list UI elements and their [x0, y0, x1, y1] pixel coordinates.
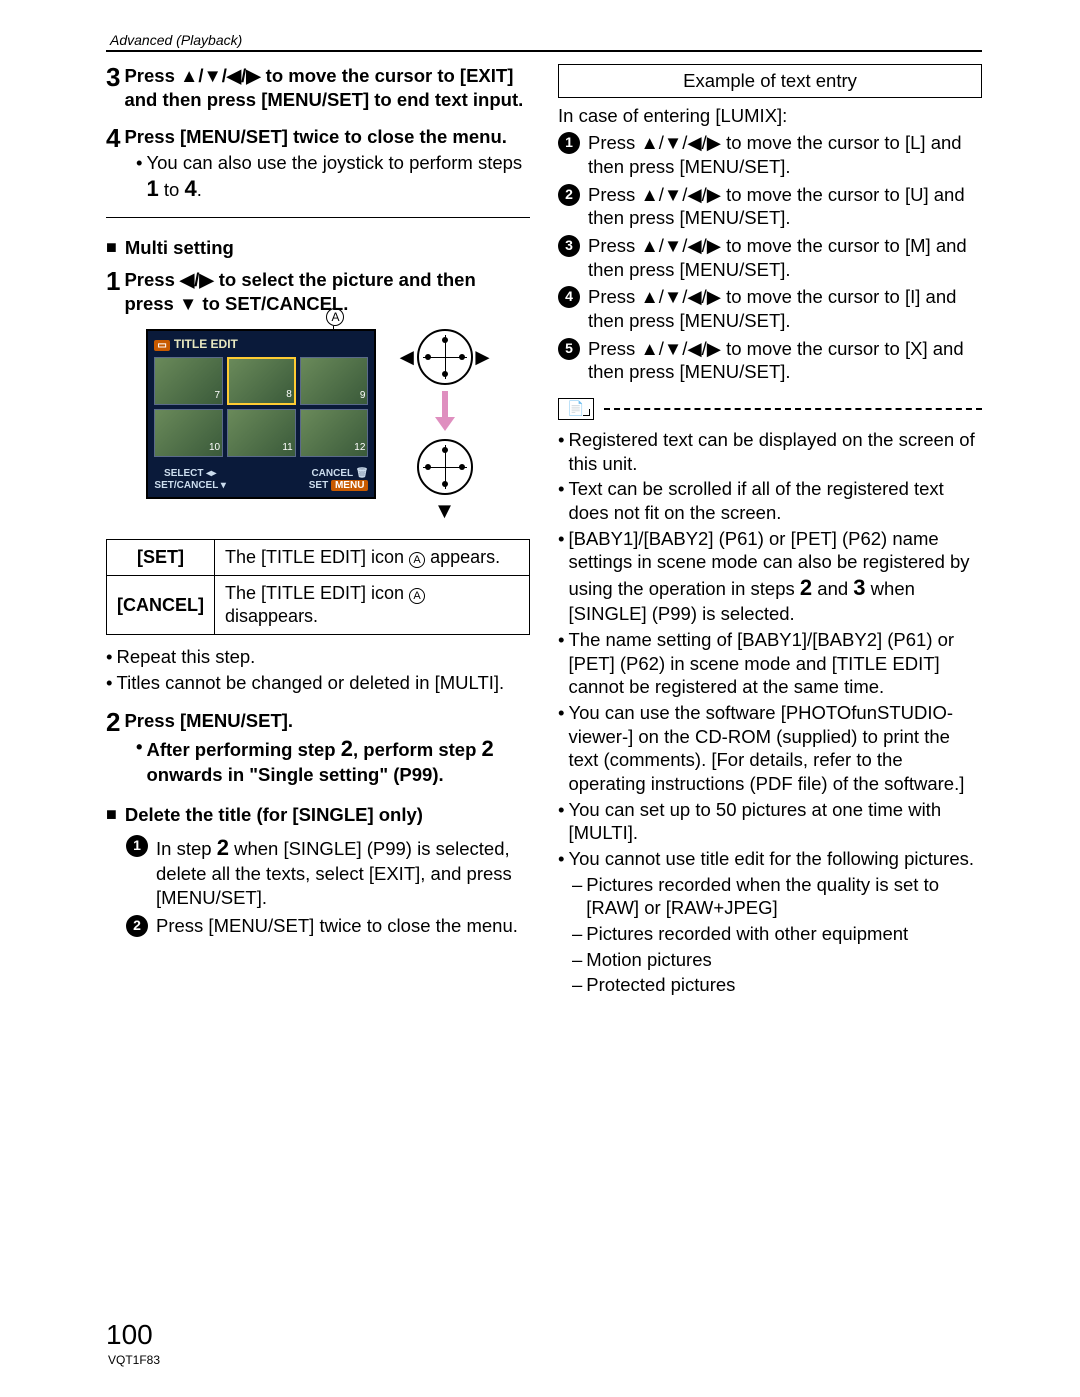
delete-title-head: ■Delete the title (for [SINGLE] only) [106, 803, 530, 827]
set-cancel-table: [SET] The [TITLE EDIT] icon A appears. [… [106, 539, 530, 635]
note-4: •The name setting of [BABY1]/[BABY2] (P6… [558, 628, 982, 699]
step-num-m2: 2 [106, 709, 120, 735]
lcd-screen: ▭TITLE EDIT 7 8 9 10 11 12 SELECT ◂▸SET/… [146, 329, 376, 499]
step-num-3: 3 [106, 64, 120, 90]
note-1: •Registered text can be displayed on the… [558, 428, 982, 475]
step-num-m1: 1 [106, 268, 120, 294]
step-num-4: 4 [106, 125, 120, 151]
divider-1 [106, 217, 530, 218]
note-7: •You cannot use title edit for the follo… [558, 847, 982, 871]
note-divider: 📄 [558, 398, 982, 420]
table-cancel-val: The [TITLE EDIT] icon A disappears. [215, 576, 530, 635]
step-3: 3 Press ▲/▼/◀/▶ to move the cursor to [E… [106, 64, 530, 111]
note-2: •Text can be scrolled if all of the regi… [558, 477, 982, 524]
note-5: •You can use the software [PHOTOfunSTUDI… [558, 701, 982, 796]
note-7-sub-1: –Pictures recorded when the quality is s… [558, 873, 982, 920]
example-step-1: 1Press ▲/▼/◀/▶ to move the cursor to [L]… [558, 131, 982, 178]
example-step-5: 5Press ▲/▼/◀/▶ to move the cursor to [X]… [558, 337, 982, 384]
delete-step-1: 1 In step 2 when [SINGLE] (P99) is selec… [106, 834, 530, 910]
callout-a: A [326, 307, 344, 327]
control-diagram: ◀ ▶ ▼ [400, 329, 490, 525]
down-arrow-icon [431, 389, 459, 433]
top-divider [106, 50, 982, 52]
note-7-sub-3: –Motion pictures [558, 948, 982, 972]
doc-code: VQT1F83 [108, 1353, 160, 1367]
bullet-repeat: •Repeat this step. [106, 645, 530, 669]
multi-step-2-text: Press [MENU/SET]. [124, 709, 293, 733]
note-3: •[BABY1]/[BABY2] (P61) or [PET] (P62) na… [558, 527, 982, 626]
dpad-icon [417, 329, 473, 385]
table-set-val: The [TITLE EDIT] icon A appears. [215, 540, 530, 576]
note-7-sub-4: –Protected pictures [558, 973, 982, 997]
delete-step-2: 2 Press [MENU/SET] twice to close the me… [106, 914, 530, 938]
step-3-text: Press ▲/▼/◀/▶ to move the cursor to [EXI… [124, 64, 530, 111]
example-step-3: 3Press ▲/▼/◀/▶ to move the cursor to [M]… [558, 234, 982, 281]
example-lead: In case of entering [LUMIX]: [558, 104, 982, 128]
note-6: •You can set up to 50 pictures at one ti… [558, 798, 982, 845]
note-7-sub-2: –Pictures recorded with other equipment [558, 922, 982, 946]
bullet-multi-note: •Titles cannot be changed or deleted in … [106, 671, 530, 695]
lcd-illustration: A ▭TITLE EDIT 7 8 9 10 11 12 SELECT ◂▸SE… [106, 329, 530, 525]
table-cancel-head: [CANCEL] [107, 576, 215, 635]
right-column: Example of text entry In case of enterin… [558, 64, 982, 999]
header-section-label: Advanced (Playback) [106, 32, 982, 48]
table-set-head: [SET] [107, 540, 215, 576]
multi-step-2: 2 Press [MENU/SET]. • After performing s… [106, 709, 530, 787]
step-4: 4 Press [MENU/SET] twice to close the me… [106, 125, 530, 203]
multi-step-1: 1 Press ◀/▶ to select the picture and th… [106, 268, 530, 315]
multi-setting-head: ■Multi setting [106, 236, 530, 260]
example-step-4: 4Press ▲/▼/◀/▶ to move the cursor to [I]… [558, 285, 982, 332]
example-title-box: Example of text entry [558, 64, 982, 98]
left-column: 3 Press ▲/▼/◀/▶ to move the cursor to [E… [106, 64, 530, 999]
example-step-2: 2Press ▲/▼/◀/▶ to move the cursor to [U]… [558, 183, 982, 230]
multi-step-2-sub: • After performing step 2, perform step … [106, 735, 530, 787]
step-4-sub: • You can also use the joystick to perfo… [106, 151, 530, 203]
page-number: 100 [106, 1319, 153, 1351]
step-4-text: Press [MENU/SET] twice to close the menu… [124, 125, 506, 149]
note-icon: 📄 [558, 398, 594, 420]
dpad-icon-2 [417, 439, 473, 495]
